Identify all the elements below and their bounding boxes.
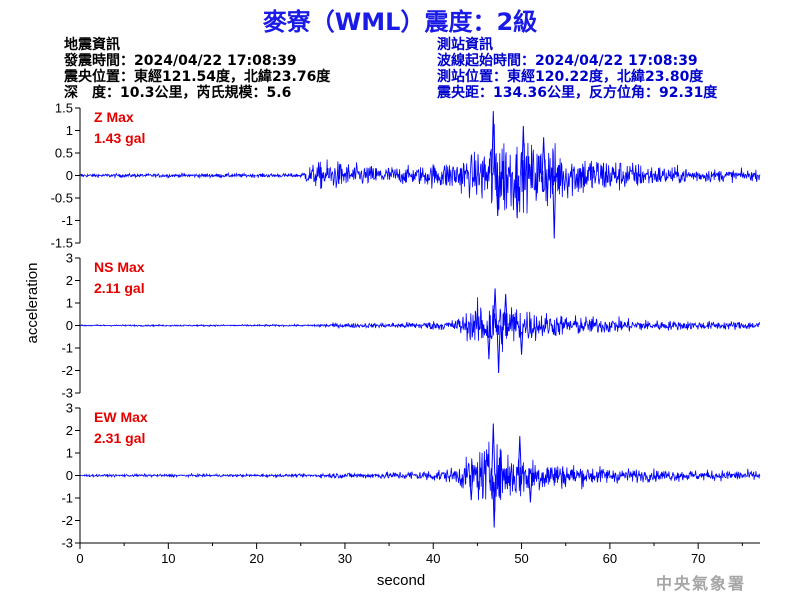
peak-spike xyxy=(496,325,501,373)
panel-1: -1.5 -1 -0.5 0 0.5 1 1.5 Z Max 1.43 gal xyxy=(51,101,761,251)
x-tick-label: 60 xyxy=(603,551,617,566)
y-tick-label: 1 xyxy=(66,296,73,311)
waveform-trace xyxy=(79,297,761,353)
y-tick-label: 3 xyxy=(66,251,73,266)
y-tick-label: -0.5 xyxy=(51,191,73,206)
y-tick-label: 1 xyxy=(66,123,73,138)
panel-name-label: Z Max xyxy=(94,109,134,125)
y-tick-label: -1 xyxy=(61,213,73,228)
x-tick-label: 20 xyxy=(249,551,263,566)
chart-title: 麥寮（WML）震度：2級 xyxy=(262,8,538,36)
peak-spike xyxy=(528,475,533,503)
panel-max-value: 2.11 gal xyxy=(94,280,145,296)
y-tick-label: 0 xyxy=(66,318,73,333)
peak-spike xyxy=(515,175,520,219)
panel-max-value: 1.43 gal xyxy=(94,130,145,146)
y-tick-label: -1 xyxy=(61,491,73,506)
y-tick-label: 2 xyxy=(66,423,73,438)
y-tick-label: -2 xyxy=(61,513,73,528)
peak-spike xyxy=(541,137,546,176)
peak-spike xyxy=(491,423,496,476)
x-axis-title: second xyxy=(377,572,425,589)
y-axis-title: acceleration xyxy=(24,263,41,344)
x-tick-label: 50 xyxy=(514,551,528,566)
x-tick-label: 0 xyxy=(76,551,83,566)
x-tick-label: 70 xyxy=(691,551,705,566)
x-tick-label: 10 xyxy=(161,551,175,566)
peak-spike xyxy=(493,288,498,326)
peak-spike xyxy=(486,325,491,360)
station-location: 測站位置：東經120.22度，北緯23.80度 xyxy=(437,69,704,85)
epicentral-distance: 震央距：134.36公里，反方位角：92.31度 xyxy=(437,85,718,101)
panel-2: -3 -2 -1 0 1 2 3 NS Max 2.11 gal xyxy=(61,251,761,401)
panel-name-label: EW Max xyxy=(94,409,148,425)
panel-3: -3 -2 -1 0 1 2 3 EW Max 2.31 gal xyxy=(61,401,761,551)
peak-spike xyxy=(517,436,522,476)
panel-name-label: NS Max xyxy=(94,259,145,275)
peak-spike xyxy=(552,175,557,239)
y-tick-label: -1 xyxy=(61,341,73,356)
y-tick-label: 1.5 xyxy=(55,101,73,116)
y-tick-label: -3 xyxy=(61,386,73,401)
station-info-heading: 測站資訊 xyxy=(437,37,493,53)
y-tick-label: 0 xyxy=(66,468,73,483)
peak-spike xyxy=(491,111,496,176)
y-tick-label: -1.5 xyxy=(51,236,73,251)
x-tick-label: 40 xyxy=(426,551,440,566)
peak-spike xyxy=(519,325,524,355)
y-tick-label: 0 xyxy=(66,168,73,183)
peak-spike xyxy=(469,475,474,501)
wave-start-time: 波線起始時間：2024/04/22 17:08:39 xyxy=(437,53,698,69)
earthquake-info-heading: 地震資訊 xyxy=(64,37,120,53)
peak-spike xyxy=(492,475,497,528)
epicenter-location: 震央位置：東經121.54度，北緯23.76度 xyxy=(64,69,331,85)
depth-magnitude: 深 度：10.3公里，芮氏規模：5.6 xyxy=(64,85,292,101)
y-tick-label: 0.5 xyxy=(55,146,73,161)
peak-spike xyxy=(503,293,508,326)
panel-max-value: 2.31 gal xyxy=(94,430,145,446)
peak-spike xyxy=(521,125,526,176)
earthquake-info: 地震資訊 發震時間：2024/04/22 17:08:39 震央位置：東經121… xyxy=(64,37,330,101)
y-tick-label: 2 xyxy=(66,273,73,288)
peak-spike xyxy=(495,175,500,217)
y-tick-label: -2 xyxy=(61,363,73,378)
y-tick-label: 1 xyxy=(66,446,73,461)
station-info: 測站資訊 波線起始時間：2024/04/22 17:08:39 測站位置：東經1… xyxy=(437,37,717,101)
x-tick-label: 30 xyxy=(338,551,352,566)
waveform-trace xyxy=(79,441,761,512)
waveform-trace xyxy=(79,124,761,214)
y-tick-label: -3 xyxy=(61,536,73,551)
origin-time: 發震時間：2024/04/22 17:08:39 xyxy=(64,53,297,69)
y-tick-label: 3 xyxy=(66,401,73,416)
agency-watermark: 中央氣象署 xyxy=(655,574,746,593)
